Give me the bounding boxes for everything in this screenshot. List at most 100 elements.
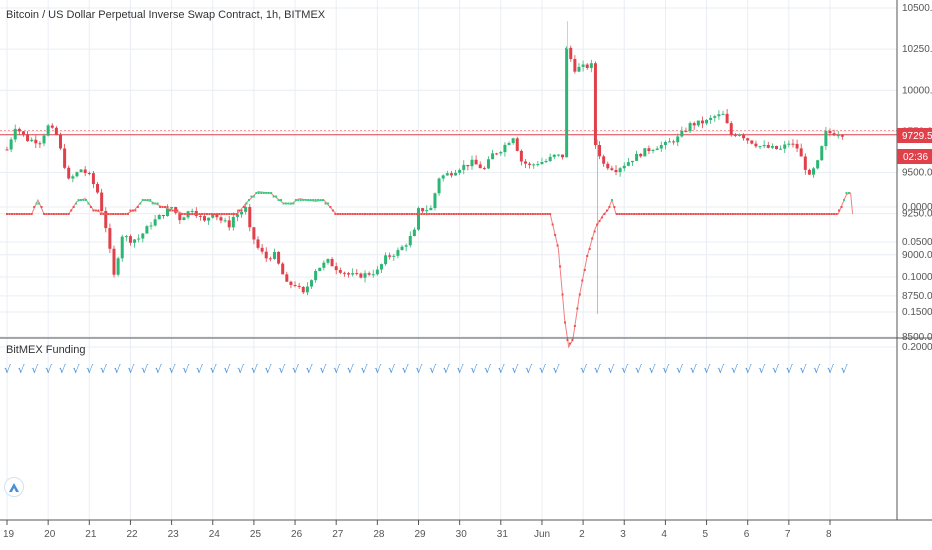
funding-check-mark: √ <box>758 363 766 376</box>
funding-dot <box>541 213 544 215</box>
funding-dot <box>50 213 53 215</box>
funding-check-mark: √ <box>86 363 94 376</box>
candle-body <box>342 272 346 274</box>
funding-dot <box>178 213 181 215</box>
funding-dot <box>813 213 816 215</box>
funding-check-mark: √ <box>676 363 684 376</box>
funding-dot <box>262 192 265 194</box>
funding-dot <box>57 213 60 215</box>
funding-check-mark: √ <box>429 363 437 376</box>
candle-body <box>264 251 268 259</box>
funding-dot <box>359 213 362 215</box>
candle-body <box>54 127 58 135</box>
candle-body <box>75 172 79 177</box>
funding-dot <box>643 213 646 215</box>
funding-dot <box>156 202 159 205</box>
funding-dot <box>40 206 43 208</box>
funding-dot <box>33 206 36 208</box>
candle-body <box>692 123 696 126</box>
funding-dot <box>398 213 401 215</box>
candle-body <box>803 156 807 170</box>
funding-dot <box>796 213 799 215</box>
funding-dot <box>783 213 786 215</box>
candle-body <box>585 64 589 68</box>
funding-dot <box>210 213 213 215</box>
funding-dot <box>430 213 433 215</box>
funding-dot <box>534 213 537 215</box>
funding-check-mark: √ <box>813 363 821 376</box>
funding-dot <box>793 213 796 215</box>
candle-body <box>235 214 239 217</box>
funding-dot <box>717 213 720 215</box>
funding-dot <box>87 202 90 205</box>
funding-dot <box>109 213 112 215</box>
funding-dot <box>768 213 771 215</box>
funding-dot <box>576 307 579 310</box>
funding-dot <box>386 213 389 215</box>
funding-dot <box>77 199 80 201</box>
candle-body <box>696 120 700 126</box>
date-axis-tick-label: 22 <box>126 529 138 540</box>
funding-axis-tick-label: 0.200000 <box>902 342 932 353</box>
funding-dot <box>23 213 26 215</box>
funding-dot <box>18 213 21 215</box>
funding-dot <box>472 213 475 215</box>
funding-dot <box>773 213 776 215</box>
candle-body <box>359 273 363 278</box>
candle-body <box>112 248 116 275</box>
price-tag-box <box>897 128 932 143</box>
funding-dot <box>756 213 759 215</box>
funding-dot <box>588 248 591 250</box>
funding-dot <box>435 213 438 215</box>
funding-dot <box>144 199 147 201</box>
funding-dot <box>141 199 144 201</box>
funding-check-mark: √ <box>416 363 424 376</box>
funding-dot <box>551 223 554 226</box>
candle-body <box>351 273 355 275</box>
candle-body <box>318 267 322 271</box>
countdown-tag: 02:36 <box>903 152 928 163</box>
funding-dot <box>489 213 492 215</box>
candle-body <box>466 164 470 167</box>
funding-dot <box>608 206 611 208</box>
funding-dot <box>114 213 117 215</box>
funding-dot <box>201 213 204 215</box>
funding-dot <box>364 213 367 215</box>
funding-dot <box>188 213 191 215</box>
funding-dot <box>786 213 789 215</box>
funding-dot <box>423 213 426 215</box>
funding-dot <box>519 213 522 215</box>
funding-check-mark: √ <box>45 363 53 376</box>
funding-dot <box>759 213 762 215</box>
funding-dot <box>322 199 325 201</box>
funding-dot <box>494 213 497 215</box>
candle-body <box>38 143 42 145</box>
candle-body <box>725 113 729 124</box>
funding-dot <box>731 213 734 215</box>
funding-check-mark: √ <box>251 363 259 376</box>
funding-dot <box>129 209 132 212</box>
funding-dot <box>131 209 134 212</box>
candle-body <box>610 168 614 170</box>
candle-body <box>63 148 67 168</box>
candle-body <box>791 143 795 145</box>
candle-body <box>635 153 639 161</box>
candle-body <box>207 217 211 221</box>
funding-check-mark: √ <box>690 363 698 376</box>
funding-dot <box>196 213 199 215</box>
candle-body <box>840 135 844 137</box>
funding-dot <box>452 213 455 215</box>
funding-dot <box>282 202 285 205</box>
candle-body <box>532 164 536 166</box>
funding-dot <box>418 213 421 215</box>
candle-body <box>812 168 816 175</box>
candle-body <box>598 145 602 157</box>
funding-dot <box>208 213 211 215</box>
funding-dot <box>265 192 268 194</box>
funding-dot <box>60 213 63 215</box>
funding-dot <box>99 213 102 215</box>
funding-dot <box>223 213 226 215</box>
tradingview-logo[interactable] <box>4 477 24 497</box>
funding-dot <box>289 202 292 205</box>
